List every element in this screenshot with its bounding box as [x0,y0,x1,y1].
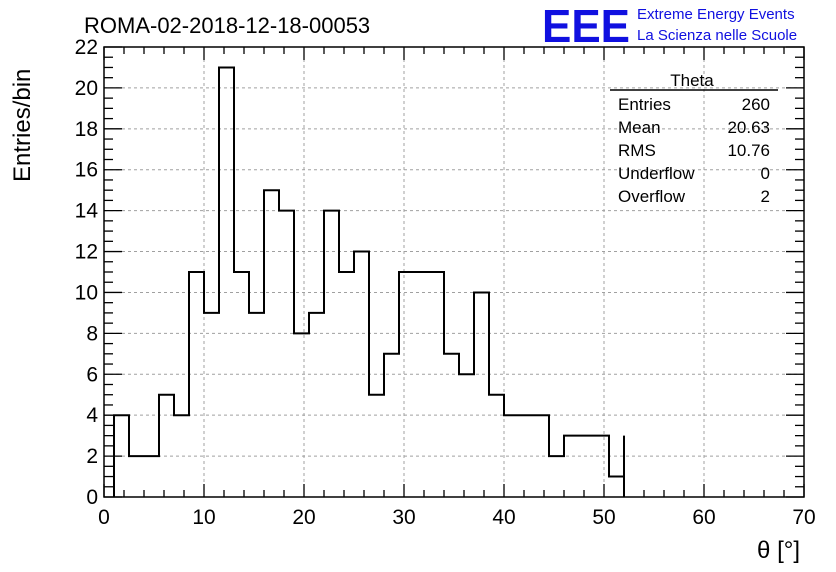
x-tick-label: 70 [792,506,815,529]
chart-title: ROMA-02-2018-12-18-00053 [84,13,370,38]
x-tick-label: 60 [692,506,715,529]
stats-row-label: Underflow [618,164,695,183]
stats-row-label: Overflow [618,187,686,206]
histogram-outline [113,66,625,497]
eee-logo-line1: Extreme Energy Events [637,6,795,23]
histogram-step-line [113,66,625,497]
x-tick-label: 40 [492,506,515,529]
y-axis-label: Entries/bin [9,69,36,182]
stats-row-value: 20.63 [727,118,770,137]
y-tick-label: 8 [86,322,98,345]
y-tick-label: 12 [75,241,98,264]
y-tick-label: 18 [75,118,98,141]
y-tick-label: 20 [75,77,98,100]
eee-logo: EEE Extreme Energy Events La Scienza nel… [542,0,797,52]
eee-logo-letters: EEE [542,0,630,52]
x-tick-label: 30 [392,506,415,529]
y-tick-label: 10 [75,281,98,304]
x-tick-label: 50 [592,506,615,529]
y-tick-label: 6 [86,363,98,386]
stats-box-title: Theta [670,71,714,90]
y-tick-label: 0 [86,486,98,509]
eee-logo-line2: La Scienza nelle Scuole [637,27,797,44]
plot-frame [103,46,805,498]
x-tick-label: 20 [292,506,315,529]
stats-row-label: Mean [618,118,661,137]
y-tick-label: 2 [86,445,98,468]
stats-row-label: RMS [618,141,656,160]
y-tick-label: 14 [75,200,99,223]
y-tick-label: 16 [75,159,98,182]
y-tick-label: 22 [75,36,98,59]
stats-row-label: Entries [618,95,671,114]
stats-row-value: 260 [742,95,770,114]
stats-row-value: 0 [761,164,770,183]
grid-lines [104,47,804,497]
stats-box-rows: Entries 260 Mean 20.63 RMS 10.76 Underflow 0 Ove… [618,95,770,206]
x-axis-label: θ [°] [757,537,800,564]
x-tick-label: 0 [98,506,110,529]
stats-row-value: 2 [761,187,770,206]
axis-ticks [103,46,805,498]
stats-box: Theta Entries 260 Mean 20.63 RMS 10.76 Underfl… [610,71,778,206]
x-tick-label: 10 [192,506,215,529]
y-tick-label: 4 [86,404,98,427]
stats-row-value: 10.76 [727,141,770,160]
